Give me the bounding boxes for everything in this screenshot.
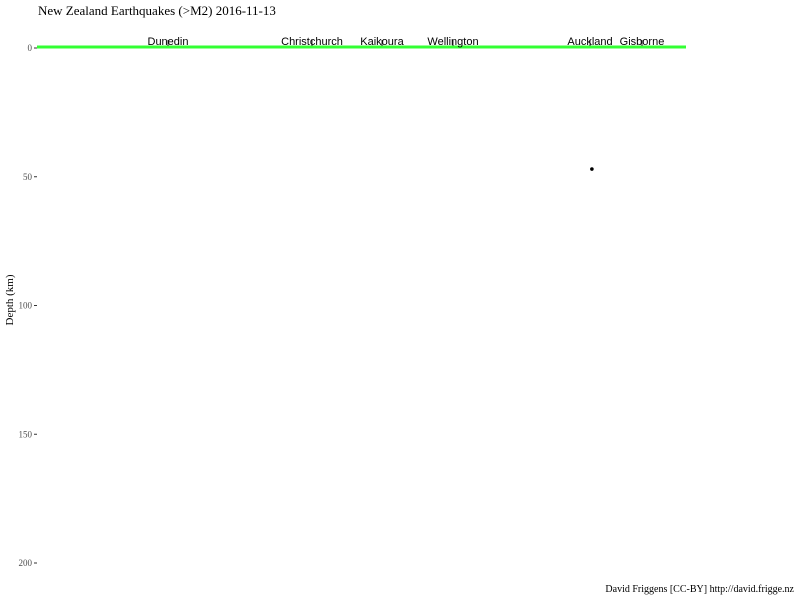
- quake-point-0: [590, 167, 594, 171]
- y-tick-label-1: 50: [23, 172, 33, 182]
- city-label-wellington: Wellington: [427, 36, 478, 48]
- city-label-christchurch: Christchurch: [281, 36, 343, 48]
- y-tick-label-4: 200: [19, 558, 33, 568]
- y-axis: 0 50 100 150 200: [19, 43, 37, 568]
- city-label-auckland: Auckland: [567, 36, 612, 48]
- y-axis-label: Depth (km): [4, 274, 16, 325]
- y-tick-label-0: 0: [28, 43, 33, 53]
- y-tick-label-3: 150: [19, 429, 33, 439]
- chart-caption: David Friggens [CC-BY] http://david.frig…: [605, 584, 794, 595]
- chart-title: New Zealand Earthquakes (>M2) 2016-11-13: [38, 3, 276, 18]
- city-labels: Dunedin Christchurch Kaikoura Wellington Auc…: [148, 36, 665, 48]
- city-label-gisborne: Gisborne: [620, 36, 665, 48]
- city-label-kaikoura: Kaikoura: [360, 36, 404, 48]
- y-tick-label-2: 100: [19, 301, 33, 311]
- city-label-dunedin: Dunedin: [148, 36, 189, 48]
- quake-points: [590, 167, 594, 171]
